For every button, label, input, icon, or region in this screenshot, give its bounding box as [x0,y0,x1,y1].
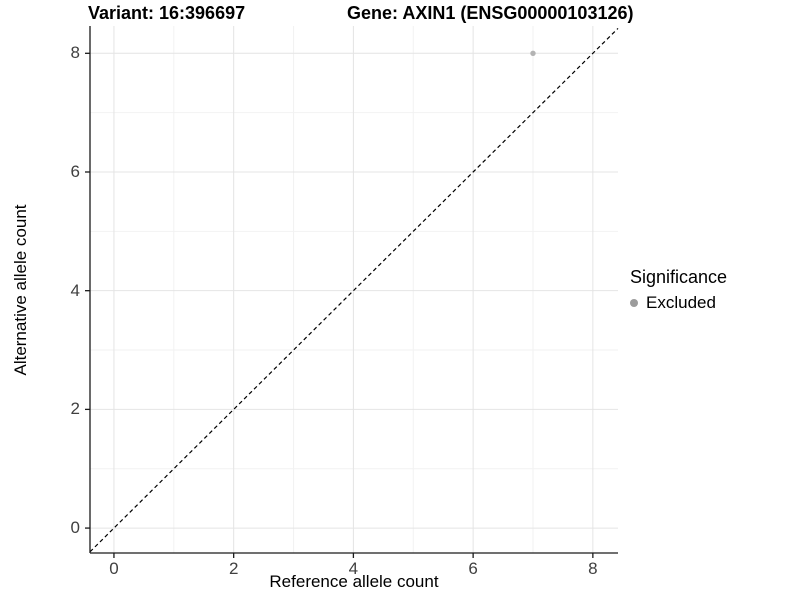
legend-entry-excluded: Excluded [630,293,727,313]
y-tick-label: 6 [70,161,80,181]
y-tick-label: 0 [70,518,80,538]
identity-dashed-line [89,27,619,553]
y-axis-title: Alternative allele count [11,204,30,376]
legend-title: Significance [630,267,728,287]
legend: Significance Excluded [630,267,727,313]
x-tick-label: 4 [348,559,359,578]
x-tick-label: 6 [468,559,478,578]
plot-title-variant: Variant: 16:396697 [88,3,246,23]
y-tick-label: 8 [70,43,80,63]
legend-entry-label: Excluded [646,293,716,312]
x-axis-title: Reference allele count [269,572,439,591]
y-tick-label: 2 [70,399,80,419]
x-tick-label: 0 [109,559,119,578]
y-tick-label: 4 [70,280,80,300]
data-point-excluded [530,50,536,56]
x-tick-label: 2 [228,559,239,578]
plot-title-gene: Gene: AXIN1 (ENSG00000103126) [347,3,634,23]
legend-key-dot-icon [630,299,638,307]
x-tick-label: 8 [588,559,598,578]
